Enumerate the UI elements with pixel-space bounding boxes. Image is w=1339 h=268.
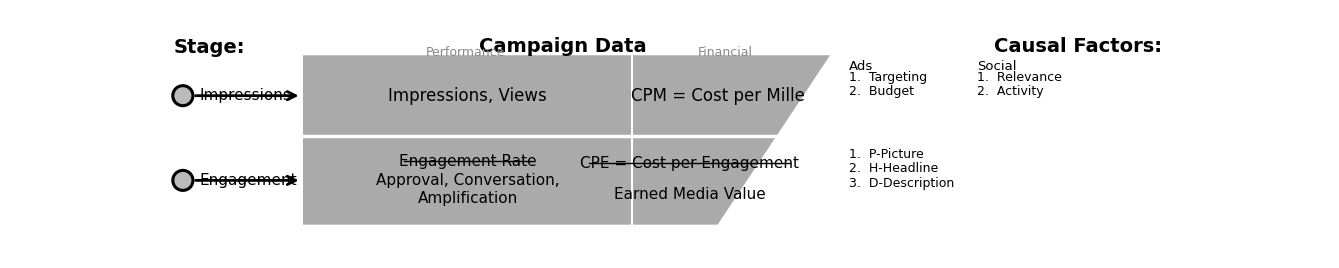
Text: Performance: Performance xyxy=(426,46,505,59)
Text: Engagement Rate: Engagement Rate xyxy=(399,154,537,169)
Text: Impressions: Impressions xyxy=(200,88,291,103)
Text: Stage:: Stage: xyxy=(174,38,245,57)
Text: Impressions, Views: Impressions, Views xyxy=(388,87,548,105)
Polygon shape xyxy=(303,55,830,136)
Circle shape xyxy=(173,170,193,190)
Text: 2.  H-Headline: 2. H-Headline xyxy=(849,162,939,175)
Text: 2.  Activity: 2. Activity xyxy=(977,85,1044,98)
Text: Engagement: Engagement xyxy=(200,173,297,188)
Text: Financial: Financial xyxy=(698,46,753,59)
Text: Approval, Conversation,
Amplification: Approval, Conversation, Amplification xyxy=(376,173,560,206)
Text: CPE = Cost per Engagement: CPE = Cost per Engagement xyxy=(580,156,799,171)
Text: 1.  Relevance: 1. Relevance xyxy=(977,71,1062,84)
Text: 2.  Budget: 2. Budget xyxy=(849,85,915,98)
Text: 1.  P-Picture: 1. P-Picture xyxy=(849,148,924,161)
Text: Ads: Ads xyxy=(849,60,873,73)
Polygon shape xyxy=(303,136,777,225)
Text: 3.  D-Description: 3. D-Description xyxy=(849,177,955,190)
Text: Campaign Data: Campaign Data xyxy=(479,37,647,56)
Circle shape xyxy=(173,86,193,106)
Text: Earned Media Value: Earned Media Value xyxy=(613,187,766,202)
Text: Causal Factors:: Causal Factors: xyxy=(994,37,1162,56)
Text: 1.  Targeting: 1. Targeting xyxy=(849,71,928,84)
Text: Social: Social xyxy=(977,60,1016,73)
Text: CPM = Cost per Mille: CPM = Cost per Mille xyxy=(631,87,805,105)
